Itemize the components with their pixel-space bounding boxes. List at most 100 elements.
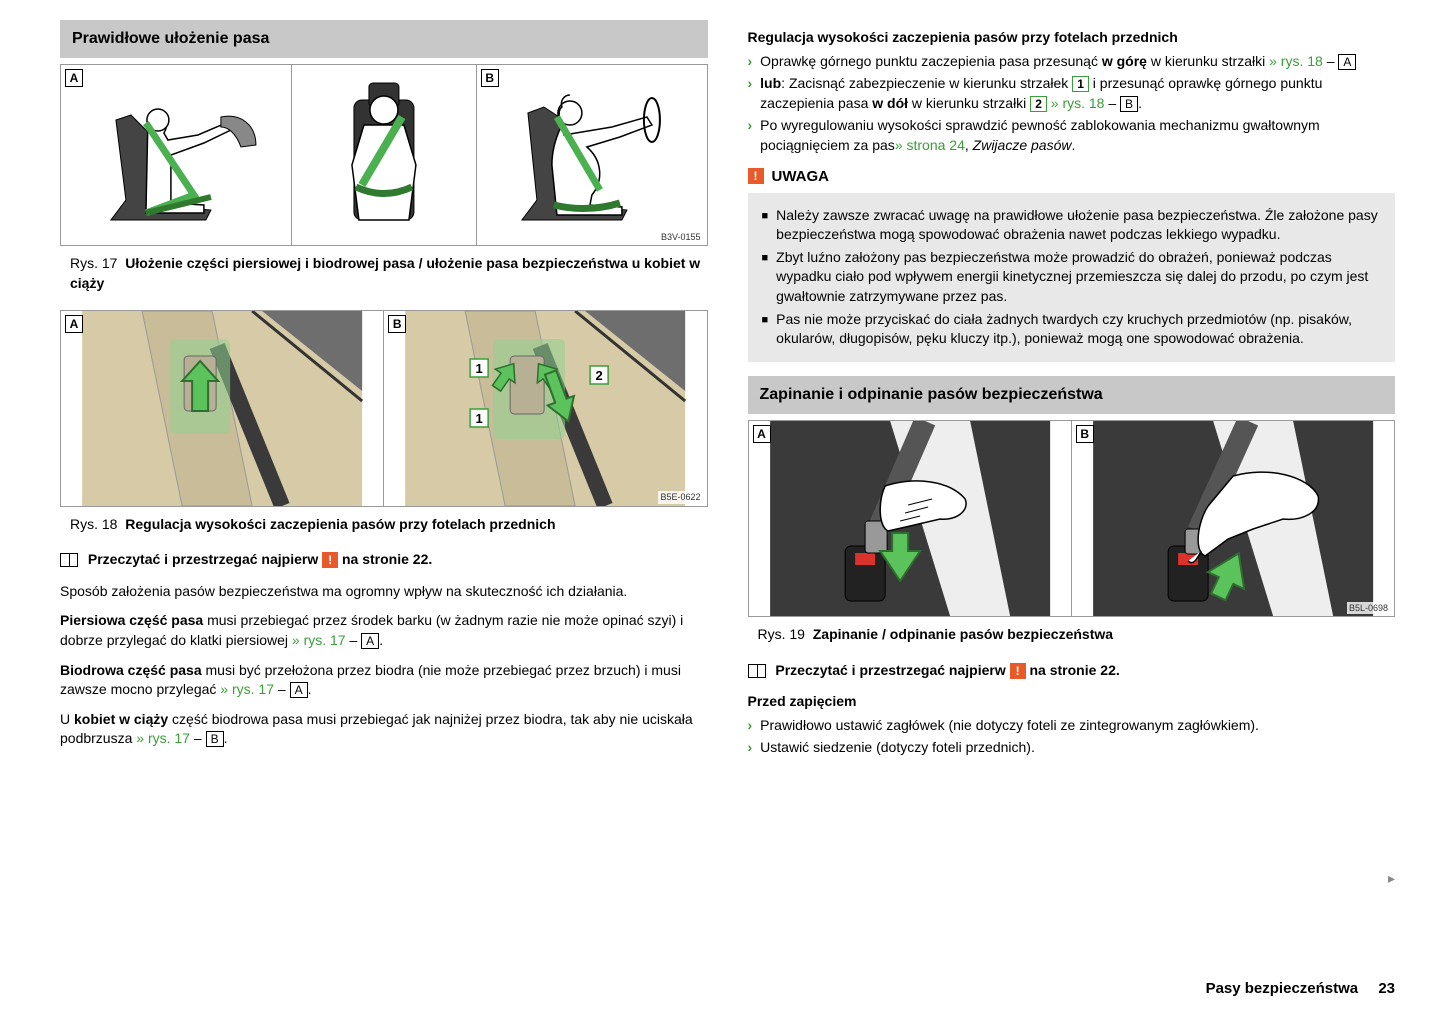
section-header-left: Prawidłowe ułożenie pasa: [60, 20, 708, 58]
fig17-code: B3V-0155: [659, 231, 703, 244]
b2-dash: –: [1104, 95, 1120, 111]
fig18-rys: Rys. 18: [70, 516, 117, 532]
b1-link: » rys. 18: [1269, 53, 1323, 69]
bullet-c1: › Prawidłowo ustawić zagłówek (nie dotyc…: [748, 716, 1396, 736]
panel-label-18b: B: [388, 315, 406, 333]
figure-19: A: [748, 420, 1396, 617]
read-first-post-r: na stronie 22.: [1030, 662, 1120, 678]
panel-label-18a: A: [65, 315, 83, 333]
fig18-caption: Rys. 18 Regulacja wysokości zaczepienia …: [70, 515, 708, 535]
p3-box: A: [290, 682, 308, 698]
fig18-svg-a: [61, 311, 383, 506]
page-footer: Pasy bezpieczeństwa 23: [1206, 978, 1395, 999]
fig17-svg-b: [477, 65, 707, 245]
p4-box: B: [206, 731, 224, 747]
fig19-panel-a: A: [749, 421, 1072, 616]
c2-text: Ustawić siedzenie (dotyczy foteli przedn…: [760, 738, 1035, 758]
b3-end: .: [1071, 137, 1075, 153]
c1-text: Prawidłowo ustawić zagłówek (nie dotyczy…: [760, 716, 1259, 736]
svg-text:1: 1: [476, 411, 483, 426]
b2-link: » rys. 18: [1047, 95, 1105, 111]
fig18-ctext: Regulacja wysokości zaczepienia pasów pr…: [125, 516, 555, 532]
p3-dash: –: [274, 681, 290, 697]
sq-icon: ■: [762, 209, 769, 245]
panel-label-19a: A: [753, 425, 771, 443]
b2-end: .: [1138, 95, 1142, 111]
left-column: Prawidłowe ułożenie pasa A: [60, 20, 708, 768]
p4-pre: U: [60, 711, 74, 727]
fig18-panel-b: B: [384, 311, 706, 506]
fig17-panel-a: A: [61, 65, 292, 245]
footer-title: Pasy bezpieczeństwa: [1206, 980, 1359, 997]
u2: Zbyt luźno założony pas bezpieczeństwa m…: [776, 248, 1381, 307]
p4-bold: kobiet w ciąży: [74, 711, 168, 727]
p4-link: » rys. 17: [136, 730, 190, 746]
left-p1: Sposób założenia pasów bezpieczeństwa ma…: [60, 582, 708, 602]
read-first-pre-r: Przeczytać i przestrzegać najpierw: [775, 662, 1005, 678]
fig19-ctext: Zapinanie / odpinanie pasów bezpieczeńst…: [813, 626, 1113, 642]
b3-italic: Zwijacze pasów: [973, 137, 1072, 153]
warn-icon: !: [748, 168, 764, 184]
svg-text:2: 2: [596, 368, 603, 383]
fig18-svg-b: 1 1 2: [384, 311, 706, 506]
fig18-panel-a: A: [61, 311, 384, 506]
b2-box: B: [1120, 96, 1138, 112]
fig19-svg-b: [1072, 421, 1394, 616]
fig19-code: B5L-0698: [1347, 602, 1390, 615]
p3-bold: Biodrowa część pasa: [60, 662, 202, 678]
fig17-rys: Rys. 17: [70, 255, 117, 271]
b3-post: ,: [965, 137, 973, 153]
b1-pre: Oprawkę górnego punktu zaczepienia pasa …: [760, 53, 1102, 69]
b3-link: » strona 24: [895, 137, 965, 153]
fig17-caption: Rys. 17 Ułożenie części piersiowej i bio…: [70, 254, 708, 293]
b2-rest: : Zacisnąć zabezpieczenie w kierunku str…: [781, 75, 1072, 91]
uwaga-box: ■Należy zawsze zwracać uwagę na prawidło…: [748, 193, 1396, 362]
p4-dash: –: [190, 730, 206, 746]
p3-link: » rys. 17: [220, 681, 274, 697]
right-column: Regulacja wysokości zaczepienia pasów pr…: [748, 20, 1396, 768]
p2-dash: –: [346, 632, 362, 648]
right-h1: Regulacja wysokości zaczepienia pasów pr…: [748, 28, 1396, 48]
p2-link: » rys. 17: [292, 632, 346, 648]
p2-bold: Piersiowa część pasa: [60, 612, 203, 628]
panel-label-19b: B: [1076, 425, 1094, 443]
b3-content: Po wyregulowaniu wysokości sprawdzić pew…: [760, 116, 1395, 155]
bullet-mark: ›: [748, 716, 753, 736]
read-first-post: na stronie 22.: [342, 551, 432, 567]
book-icon: [748, 664, 766, 678]
left-p4: U kobiet w ciąży część biodrowa pasa mus…: [60, 710, 708, 749]
b1-dash: –: [1323, 53, 1339, 69]
b1-bold: w górę: [1102, 53, 1147, 69]
uwaga-header: ! UWAGA: [748, 166, 1396, 187]
p4-end: .: [224, 730, 228, 746]
bullet-mark: ›: [748, 52, 753, 72]
left-p3: Biodrowa część pasa musi być przełożona …: [60, 661, 708, 700]
p2-end: .: [379, 632, 383, 648]
bullet-mark: ›: [748, 116, 753, 155]
warn-icon-inline: !: [1010, 663, 1026, 679]
fig17-svg-a: [61, 65, 291, 245]
b2-content: lub: Zacisnąć zabezpieczenie w kierunku …: [760, 74, 1395, 113]
figure-18: A: [60, 310, 708, 507]
right-bullets-1: › Oprawkę górnego punktu zaczepienia pas…: [748, 52, 1396, 156]
sq-icon: ■: [762, 251, 769, 307]
uwaga-2: ■Zbyt luźno założony pas bezpieczeństwa …: [762, 248, 1382, 307]
bullet-1: › Oprawkę górnego punktu zaczepienia pas…: [748, 52, 1396, 72]
uwaga-3: ■Pas nie może przyciskać do ciała żadnyc…: [762, 310, 1382, 349]
fig18-code: B5E-0622: [658, 491, 702, 504]
u3: Pas nie może przyciskać do ciała żadnych…: [776, 310, 1381, 349]
fig17-ctext: Ułożenie części piersiowej i biodrowej p…: [70, 255, 700, 291]
panel-label-a: A: [65, 69, 83, 87]
bullet-c2: › Ustawić siedzenie (dotyczy foteli prze…: [748, 738, 1396, 758]
fig19-caption: Rys. 19 Zapinanie / odpinanie pasów bezp…: [758, 625, 1396, 645]
fig19-panel-b: B: [1072, 421, 1394, 616]
fig17-panel-b: B B3V-0155: [477, 65, 707, 245]
panel-label-b: B: [481, 69, 499, 87]
right-h2: Przed zapięciem: [748, 692, 1396, 712]
sq-icon: ■: [762, 313, 769, 349]
section-header-right: Zapinanie i odpinanie pasów bezpieczeńst…: [748, 376, 1396, 414]
p3-end: .: [308, 681, 312, 697]
bullet-mark: ›: [748, 738, 753, 758]
fig19-svg-a: [749, 421, 1071, 616]
read-first-left: Przeczytać i przestrzegać najpierw ! na …: [60, 550, 708, 570]
